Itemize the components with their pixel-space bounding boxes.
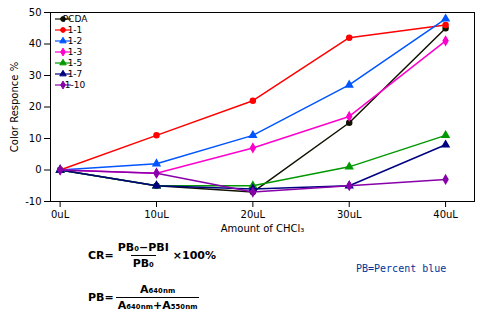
svg-text:Amount of CHCl₃: Amount of CHCl₃ [221, 223, 305, 234]
svg-text:Color Responce %: Color Responce % [9, 62, 20, 152]
html-text:A₆₄₀ₙₘ: A₆₄₀ₙₘ [139, 283, 176, 296]
svg-text:1-2: 1-2 [68, 36, 83, 46]
html-text:PB=: PB= [88, 291, 114, 304]
svg-text:1-1: 1-1 [68, 25, 83, 35]
svg-text:40: 40 [29, 38, 42, 49]
svg-text:-10: -10 [25, 196, 41, 207]
svg-text:0uL: 0uL [51, 209, 70, 220]
html-text:CR=: CR= [88, 249, 114, 262]
svg-text:1-5: 1-5 [68, 58, 83, 68]
svg-text:PCDA: PCDA [63, 14, 88, 24]
html-text:PB=Percent blue: PB=Percent blue [356, 263, 447, 274]
html-text:A₆₄₀ₙₘ+A₅₅₀ₙₘ: A₆₄₀ₙₘ+A₅₅₀ₙₘ [117, 299, 198, 312]
svg-text:0: 0 [35, 164, 41, 175]
html-text:PB₀: PB₀ [132, 257, 154, 270]
svg-text:1-10: 1-10 [65, 80, 86, 90]
svg-text:10: 10 [29, 133, 42, 144]
html-text:×100%: ×100% [172, 249, 216, 262]
svg-text:10uL: 10uL [144, 209, 169, 220]
html-text:PB₀−PBI: PB₀−PBI [117, 241, 169, 254]
svg-text:40uL: 40uL [433, 209, 458, 220]
svg-text:30uL: 30uL [337, 209, 362, 220]
svg-text:1-3: 1-3 [68, 47, 83, 57]
svg-text:20uL: 20uL [241, 209, 266, 220]
svg-text:20: 20 [29, 101, 42, 112]
svg-text:1-7: 1-7 [68, 69, 83, 79]
svg-text:30: 30 [29, 70, 42, 81]
svg-text:50: 50 [29, 7, 42, 18]
